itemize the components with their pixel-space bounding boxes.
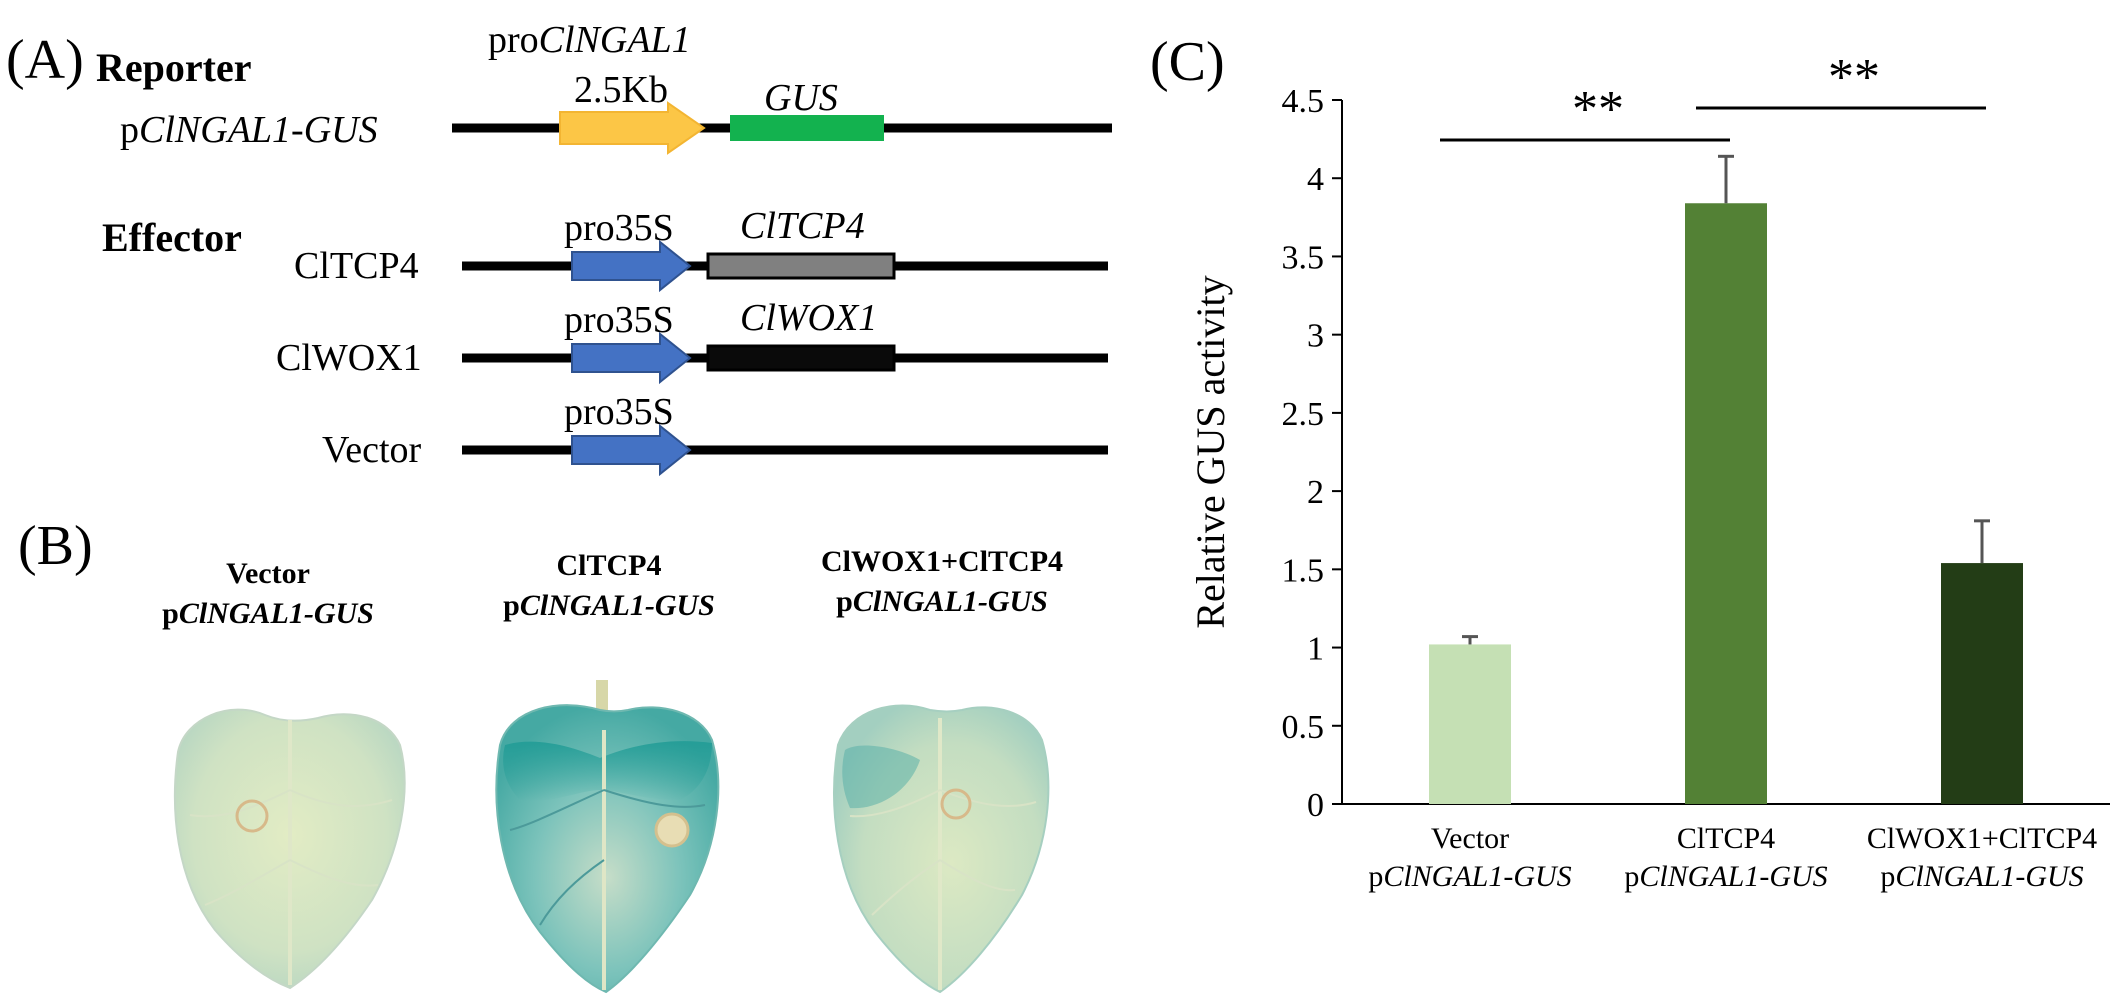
reporter-construct-name: ClNGAL1-GUS xyxy=(139,109,378,151)
promoter-label-gene: ClNGAL1 xyxy=(538,19,691,61)
pro35s-arrow xyxy=(571,331,692,385)
effector-promoter-label: pro35S xyxy=(564,391,674,433)
construct-diagram xyxy=(452,101,1112,477)
promoter-size-label: 2.5Kb xyxy=(574,69,668,111)
significance-label: ** xyxy=(1828,49,1880,106)
x-category-label: ClWOX1+ClTCP4 pClNGAL1-GUS xyxy=(1832,820,2128,896)
leaf-caption-line2: pClNGAL1-GUS xyxy=(148,594,388,634)
panel-b-letter: (B) xyxy=(18,515,93,577)
leaf-image xyxy=(495,680,720,994)
y-tick-label: 0.5 xyxy=(1282,709,1325,746)
x-category-line1: ClWOX1+ClTCP4 xyxy=(1866,822,2098,855)
leaf-image xyxy=(833,704,1050,994)
pro35s-arrow xyxy=(571,423,692,477)
promoter-arrow xyxy=(559,101,706,155)
y-axis-title: Relative GUS activity xyxy=(1188,275,1233,628)
gene-box xyxy=(706,252,896,280)
effector-construct-label: ClTCP4 xyxy=(294,245,419,287)
promoter-label-prefix: pro xyxy=(488,19,539,61)
bar xyxy=(1685,203,1767,805)
panel-a-letter: (A) xyxy=(6,29,84,91)
x-category-line2: pClNGAL1-GUS xyxy=(1320,858,1620,896)
leaf-caption: Vector pClNGAL1-GUS xyxy=(148,554,388,634)
x-category-name: ClNGAL1-GUS xyxy=(1639,860,1828,893)
effector-gene-label: ClWOX1 xyxy=(740,297,878,339)
y-tick-label: 2 xyxy=(1307,474,1324,511)
y-tick-label: 2.5 xyxy=(1282,396,1325,433)
leaf-caption: ClTCP4 pClNGAL1-GUS xyxy=(474,546,744,626)
leaf-image xyxy=(173,708,406,990)
effector-promoter-label: pro35S xyxy=(564,299,674,341)
effector-construct-label: ClWOX1 xyxy=(276,337,422,379)
reporter-heading: Reporter xyxy=(96,45,252,90)
x-category-line1: ClTCP4 xyxy=(1676,822,1776,855)
x-category-name: ClNGAL1-GUS xyxy=(1895,860,2084,893)
bar xyxy=(1941,563,2023,804)
leaf-caption-line2: pClNGAL1-GUS xyxy=(474,586,744,626)
leaf-caption-prefix: p xyxy=(836,585,853,618)
effector-gene-label: ClTCP4 xyxy=(740,205,865,247)
gus-box xyxy=(730,115,884,141)
leaf-caption-line2: pClNGAL1-GUS xyxy=(782,582,1102,622)
y-tick-label: 4 xyxy=(1307,161,1324,198)
x-category-name: ClNGAL1-GUS xyxy=(1383,860,1572,893)
promoter-label: proClNGAL1 xyxy=(488,18,691,62)
x-category-line2: pClNGAL1-GUS xyxy=(1832,858,2128,896)
y-tick-label: 4.5 xyxy=(1282,83,1325,120)
leaf-caption: ClWOX1+ClTCP4 pClNGAL1-GUS xyxy=(782,542,1102,622)
x-category-prefix: p xyxy=(1880,860,1896,893)
y-tick-label: 3.5 xyxy=(1282,239,1325,276)
gene-box xyxy=(706,344,896,372)
y-tick-label: 3 xyxy=(1307,318,1324,355)
leaf-caption-line1: ClWOX1+ClTCP4 xyxy=(820,545,1064,578)
x-category-line2: pClNGAL1-GUS xyxy=(1576,858,1876,896)
bar xyxy=(1429,644,1511,804)
pro35s-arrow xyxy=(571,239,692,293)
leaf-images xyxy=(173,680,1050,994)
y-tick-label: 1 xyxy=(1307,631,1324,668)
x-category-line1: Vector xyxy=(1430,822,1510,855)
effector-promoter-label: pro35S xyxy=(564,207,674,249)
panel-c-letter: (C) xyxy=(1150,31,1225,93)
x-category-prefix: p xyxy=(1368,860,1384,893)
x-category-label: Vector pClNGAL1-GUS xyxy=(1320,820,1620,896)
reporter-construct-label: pClNGAL1-GUS xyxy=(120,108,378,152)
leaf-caption-prefix: p xyxy=(503,589,520,622)
leaf-caption-prefix: p xyxy=(162,597,179,630)
leaf-caption-name: ClNGAL1-GUS xyxy=(178,597,374,630)
y-tick-label: 1.5 xyxy=(1282,552,1325,589)
leaf-caption-line1: ClTCP4 xyxy=(556,549,662,582)
reporter-construct-prefix: p xyxy=(120,109,139,151)
effector-construct-label: Vector xyxy=(322,429,422,471)
gus-activity-bar-chart: 0 0.5 1 1.5 2 2.5 3 3.5 4 4.5 ** ** Relative GUS a… xyxy=(1188,49,2110,824)
leaf-caption-name: ClNGAL1-GUS xyxy=(852,585,1048,618)
x-category-label: ClTCP4 pClNGAL1-GUS xyxy=(1576,820,1876,896)
significance-label: ** xyxy=(1572,81,1624,138)
reporter-gene-label: GUS xyxy=(764,77,838,119)
y-tick-label: 0 xyxy=(1307,787,1324,824)
effector-heading: Effector xyxy=(102,215,242,260)
leaf-caption-name: ClNGAL1-GUS xyxy=(519,589,715,622)
x-category-prefix: p xyxy=(1624,860,1640,893)
leaf-caption-line1: Vector xyxy=(226,557,310,590)
